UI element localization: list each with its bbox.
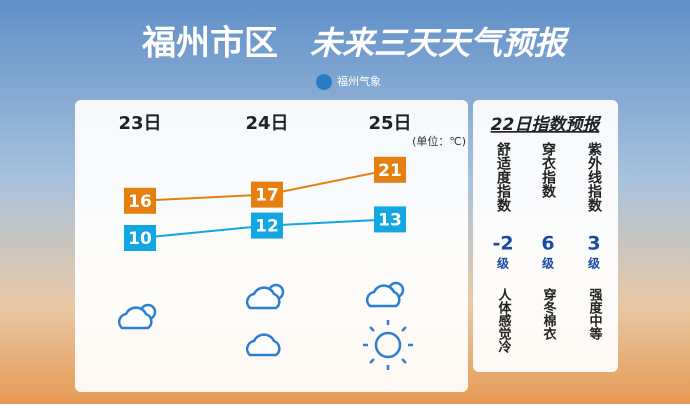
low-box: [251, 212, 283, 239]
logo: [316, 74, 332, 90]
index-level: 3: [587, 233, 600, 255]
index-unit: 级: [588, 256, 600, 271]
subtitle: 未来三天天气预报: [310, 24, 570, 62]
day-label: 24日: [245, 113, 288, 134]
index-desc: 穿冬棉衣: [541, 287, 557, 341]
index-unit: 级: [542, 256, 554, 271]
index-unit: 级: [497, 256, 509, 271]
low-value: 10: [128, 229, 152, 249]
index-desc: 人体感觉冷: [496, 287, 512, 354]
index-name: 穿衣指数: [540, 141, 556, 199]
icon-partly-cloudy: [117, 303, 157, 330]
high-value: 21: [378, 161, 402, 181]
index-name: 紫外线指数: [586, 141, 602, 213]
index-name: 舒适度指数: [495, 141, 511, 213]
index-title: 22日指数预报: [491, 115, 603, 135]
icon-sunny: [363, 320, 413, 370]
index-desc: 强度中等: [587, 288, 604, 341]
day-label: 23日: [118, 113, 161, 134]
low-value: 12: [255, 217, 279, 237]
high-value: 16: [128, 192, 152, 212]
day-label: 25日: [368, 113, 411, 134]
icon-cloudy: [245, 333, 281, 357]
icon-partly-cloudy: [245, 283, 285, 310]
title: 福州市区: [141, 24, 278, 64]
low-value: 13: [378, 210, 402, 230]
high-box: [124, 187, 156, 214]
index-level: 6: [541, 233, 554, 255]
low-box: [124, 225, 156, 251]
high-box: [251, 181, 283, 208]
high-value: 17: [255, 186, 279, 206]
index-panel: [473, 100, 618, 372]
high-box: [374, 156, 406, 183]
low-box: [374, 206, 406, 233]
source: 福州气象: [337, 74, 381, 88]
icon-partly-cloudy: [365, 281, 405, 308]
weather-icons: [117, 281, 413, 370]
index-level: -2: [492, 233, 513, 255]
unit-label: (单位：℃): [412, 134, 466, 148]
